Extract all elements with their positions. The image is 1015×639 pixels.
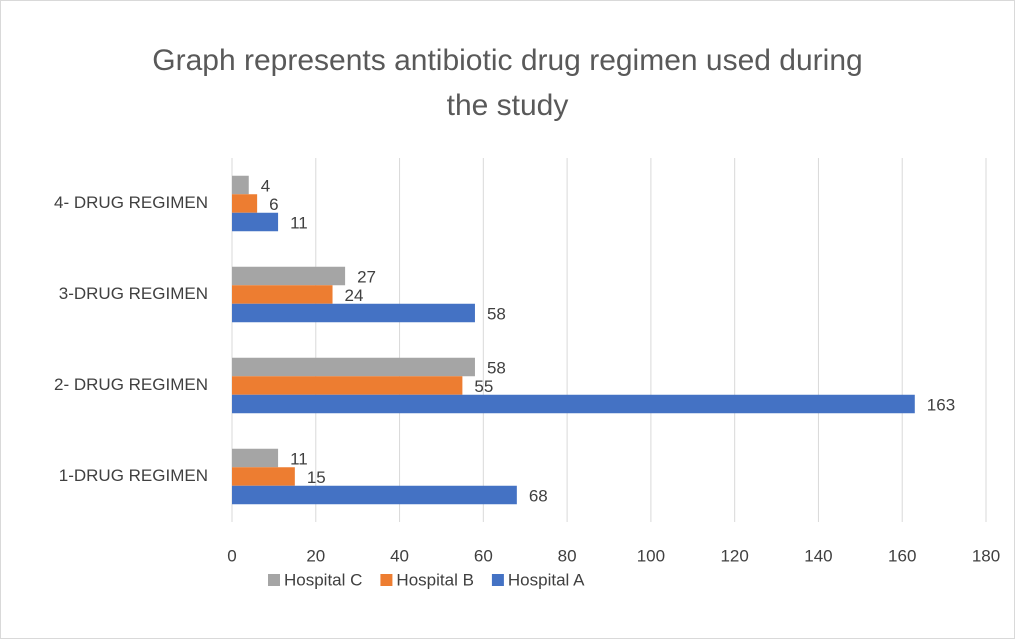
bar <box>232 357 475 377</box>
bar <box>232 376 463 395</box>
y-tick-label: 3-DRUG REGIMEN <box>59 284 208 303</box>
x-tick-label: 120 <box>720 546 748 565</box>
data-label: 55 <box>474 377 493 396</box>
x-tick-label: 40 <box>390 546 409 565</box>
data-label: 27 <box>357 267 376 286</box>
legend-label: Hospital B <box>396 570 473 589</box>
bar <box>232 394 915 414</box>
bar <box>232 303 475 323</box>
bar <box>232 175 249 195</box>
y-tick-label: 4- DRUG REGIMEN <box>54 193 208 212</box>
data-label: 4 <box>261 176 270 195</box>
y-tick-label: 1-DRUG REGIMEN <box>59 466 208 485</box>
data-label: 11 <box>290 449 308 468</box>
y-tick-label: 2- DRUG REGIMEN <box>54 375 208 394</box>
data-label: 58 <box>487 304 506 323</box>
bar <box>232 212 279 232</box>
x-tick-label: 160 <box>888 546 916 565</box>
x-tick-label: 100 <box>637 546 665 565</box>
bar <box>232 485 517 505</box>
legend-label: Hospital A <box>508 570 585 589</box>
legend-swatch <box>268 574 280 586</box>
x-tick-label: 180 <box>972 546 1000 565</box>
data-label: 58 <box>487 358 506 377</box>
bar <box>232 467 295 486</box>
legend-label: Hospital C <box>284 570 362 589</box>
x-tick-label: 0 <box>227 546 236 565</box>
x-tick-label: 80 <box>558 546 577 565</box>
data-label: 11 <box>290 213 308 232</box>
data-label: 163 <box>927 395 955 414</box>
data-label: 15 <box>307 468 326 487</box>
bar <box>232 285 333 304</box>
bar <box>232 194 258 213</box>
bar <box>232 448 279 468</box>
legend-swatch <box>380 574 393 586</box>
legend-swatch <box>491 574 504 586</box>
data-label: 68 <box>529 486 548 505</box>
chart-title: Graph represents antibiotic drug regimen… <box>152 44 863 122</box>
x-tick-label: 140 <box>804 546 832 565</box>
x-tick-label: 20 <box>306 546 325 565</box>
data-label: 24 <box>345 286 364 305</box>
bar <box>232 266 346 286</box>
data-label: 6 <box>269 195 278 214</box>
x-tick-label: 60 <box>474 546 493 565</box>
